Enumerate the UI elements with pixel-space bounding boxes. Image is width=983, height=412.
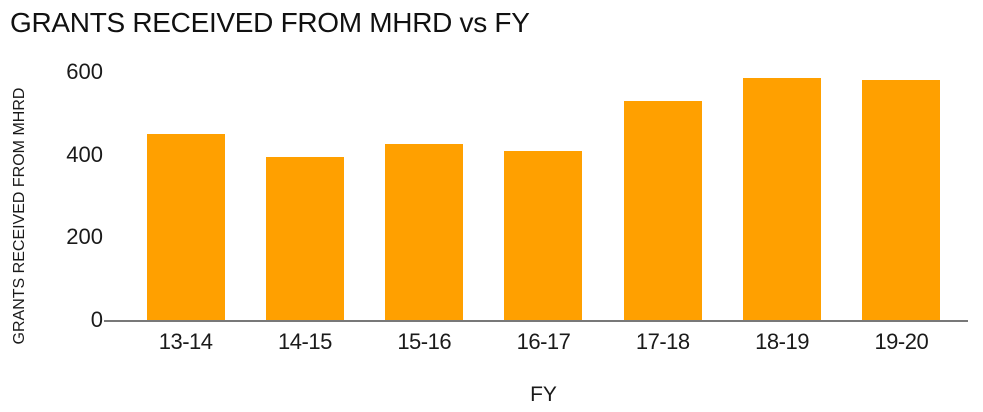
- x-tick-label: 15-16: [397, 329, 452, 354]
- bar-band: [365, 72, 484, 320]
- x-tick-label: 14-15: [278, 329, 332, 354]
- bar-18-19: [743, 78, 822, 320]
- bar-band: [245, 72, 364, 320]
- bar-band: [126, 72, 245, 320]
- y-tick-label: 600: [66, 59, 103, 84]
- bar-13-14: [146, 134, 225, 320]
- bar-band: [484, 72, 603, 320]
- x-axis-line: [104, 320, 968, 322]
- x-tick-label: 18-19: [755, 329, 809, 354]
- chart-title: GRANTS RECEIVED FROM MHRD vs FY: [10, 7, 530, 38]
- bar-14-15: [265, 156, 344, 320]
- x-tick-label: 16-17: [516, 329, 571, 354]
- y-tick-label: 200: [66, 224, 103, 250]
- x-tick-label: 19-20: [874, 329, 929, 354]
- bar-15-16: [385, 144, 464, 320]
- x-tick-label: 17-18: [635, 329, 690, 354]
- y-axis-ticks: 0 200 400 600: [0, 60, 103, 332]
- bar-band: [722, 72, 841, 320]
- y-tick-label: 400: [66, 141, 103, 167]
- bar-band: [603, 72, 722, 320]
- bar-17-18: [623, 100, 702, 320]
- bar-band: [842, 72, 961, 320]
- x-axis-ticks: 13-14 14-15 15-16 16-17 17-18 18-19 19-20: [126, 329, 961, 355]
- y-tick-label: 0: [90, 307, 103, 332]
- bar-16-17: [504, 150, 583, 320]
- bar-19-20: [862, 80, 941, 320]
- x-axis-label: FY: [530, 383, 557, 406]
- plot-area: [126, 72, 961, 320]
- x-tick-label: 13-14: [158, 329, 213, 354]
